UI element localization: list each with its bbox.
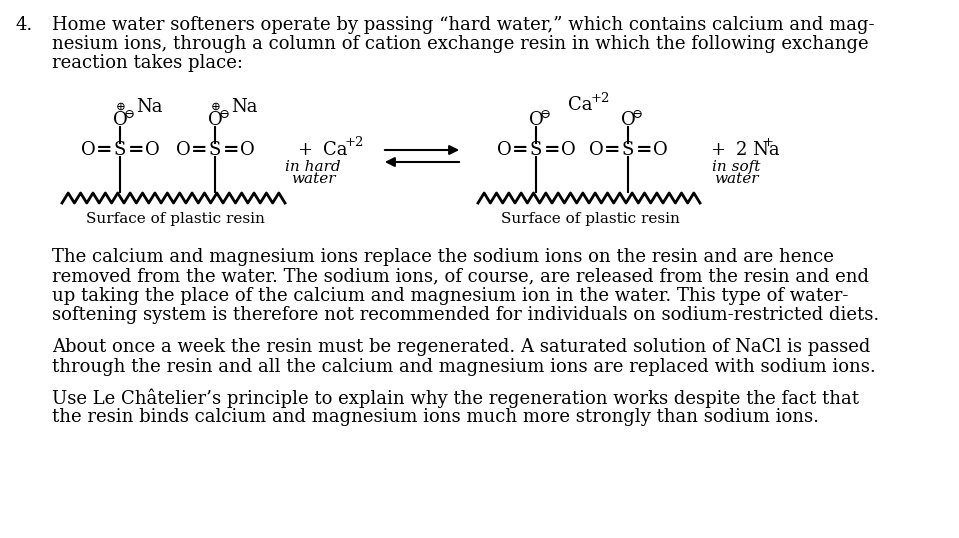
Text: O: O	[653, 141, 667, 159]
Text: +: +	[711, 141, 726, 159]
Text: Na: Na	[231, 98, 258, 116]
Text: Ca: Ca	[568, 96, 593, 114]
Text: +: +	[297, 141, 313, 159]
Text: ⊕: ⊕	[116, 100, 126, 112]
Text: The calcium and magnesium ions replace the sodium ions on the resin and are henc: The calcium and magnesium ions replace t…	[52, 248, 834, 266]
Text: O: O	[497, 141, 511, 159]
Text: Na: Na	[136, 98, 162, 116]
Text: reaction takes place:: reaction takes place:	[52, 54, 243, 72]
Text: O: O	[620, 111, 636, 129]
Text: =: =	[544, 141, 560, 159]
Text: S: S	[529, 141, 542, 159]
Text: ⊖: ⊖	[219, 108, 229, 121]
Text: up taking the place of the calcium and magnesium ion in the water. This type of : up taking the place of the calcium and m…	[52, 287, 849, 305]
Text: Surface of plastic resin: Surface of plastic resin	[501, 212, 679, 226]
Text: S: S	[114, 141, 127, 159]
Text: softening system is therefore not recommended for individuals on sodium-restrict: softening system is therefore not recomm…	[52, 307, 879, 324]
Text: O: O	[112, 111, 128, 129]
Text: in soft: in soft	[712, 160, 760, 174]
Text: =: =	[96, 141, 112, 159]
Text: nesium ions, through a column of cation exchange resin in which the following ex: nesium ions, through a column of cation …	[52, 35, 869, 53]
Text: O: O	[145, 141, 159, 159]
Text: ⊕: ⊕	[211, 100, 221, 112]
Text: 4.: 4.	[16, 16, 34, 34]
Text: ⊖: ⊖	[124, 108, 134, 121]
Text: +2: +2	[590, 93, 610, 105]
Text: water: water	[291, 172, 336, 186]
Text: O: O	[175, 141, 191, 159]
Text: S: S	[621, 141, 634, 159]
Text: O: O	[589, 141, 603, 159]
Text: S: S	[209, 141, 222, 159]
Text: the resin binds calcium and magnesium ions much more strongly than sodium ions.: the resin binds calcium and magnesium io…	[52, 408, 819, 427]
Text: Use Le Châtelier’s principle to explain why the regeneration works despite the f: Use Le Châtelier’s principle to explain …	[52, 389, 859, 408]
Text: removed from the water. The sodium ions, of course, are released from the resin : removed from the water. The sodium ions,…	[52, 267, 869, 286]
Text: O: O	[81, 141, 95, 159]
Text: +2: +2	[345, 136, 364, 148]
Text: Home water softeners operate by passing “hard water,” which contains calcium and: Home water softeners operate by passing …	[52, 16, 875, 34]
Text: =: =	[222, 141, 239, 159]
Text: +: +	[763, 136, 774, 148]
Text: =: =	[128, 141, 144, 159]
Text: Surface of plastic resin: Surface of plastic resin	[85, 212, 265, 226]
Text: About once a week the resin must be regenerated. A saturated solution of NaCl is: About once a week the resin must be rege…	[52, 338, 871, 356]
Text: 2 Na: 2 Na	[736, 141, 780, 159]
Text: water: water	[713, 172, 759, 186]
Text: =: =	[191, 141, 207, 159]
Text: ⊖: ⊖	[539, 108, 550, 121]
Text: Ca: Ca	[323, 141, 347, 159]
Text: O: O	[240, 141, 254, 159]
Text: =: =	[604, 141, 620, 159]
Text: through the resin and all the calcium and magnesium ions are replaced with sodiu: through the resin and all the calcium an…	[52, 357, 876, 376]
Text: O: O	[528, 111, 544, 129]
Text: in hard: in hard	[285, 160, 340, 174]
Text: O: O	[208, 111, 222, 129]
Text: =: =	[512, 141, 528, 159]
Text: =: =	[636, 141, 652, 159]
Text: O: O	[561, 141, 575, 159]
Text: ⊖: ⊖	[631, 108, 643, 121]
